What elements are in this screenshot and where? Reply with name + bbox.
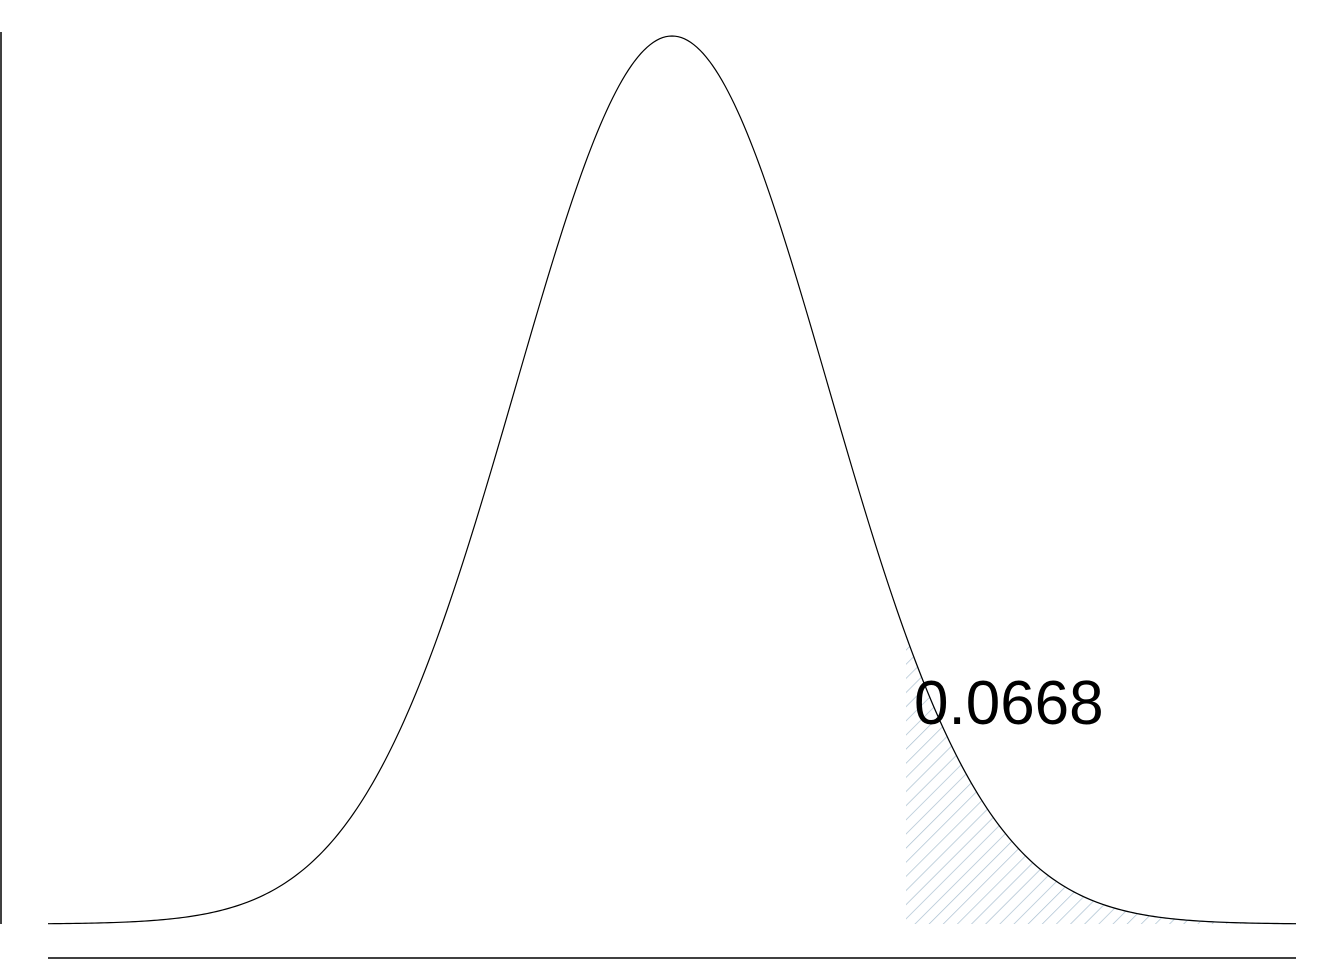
shaded-tail-area	[906, 635, 1296, 924]
tail-probability-label: 0.0668	[914, 669, 1104, 738]
density-curve	[47, 35, 1297, 925]
